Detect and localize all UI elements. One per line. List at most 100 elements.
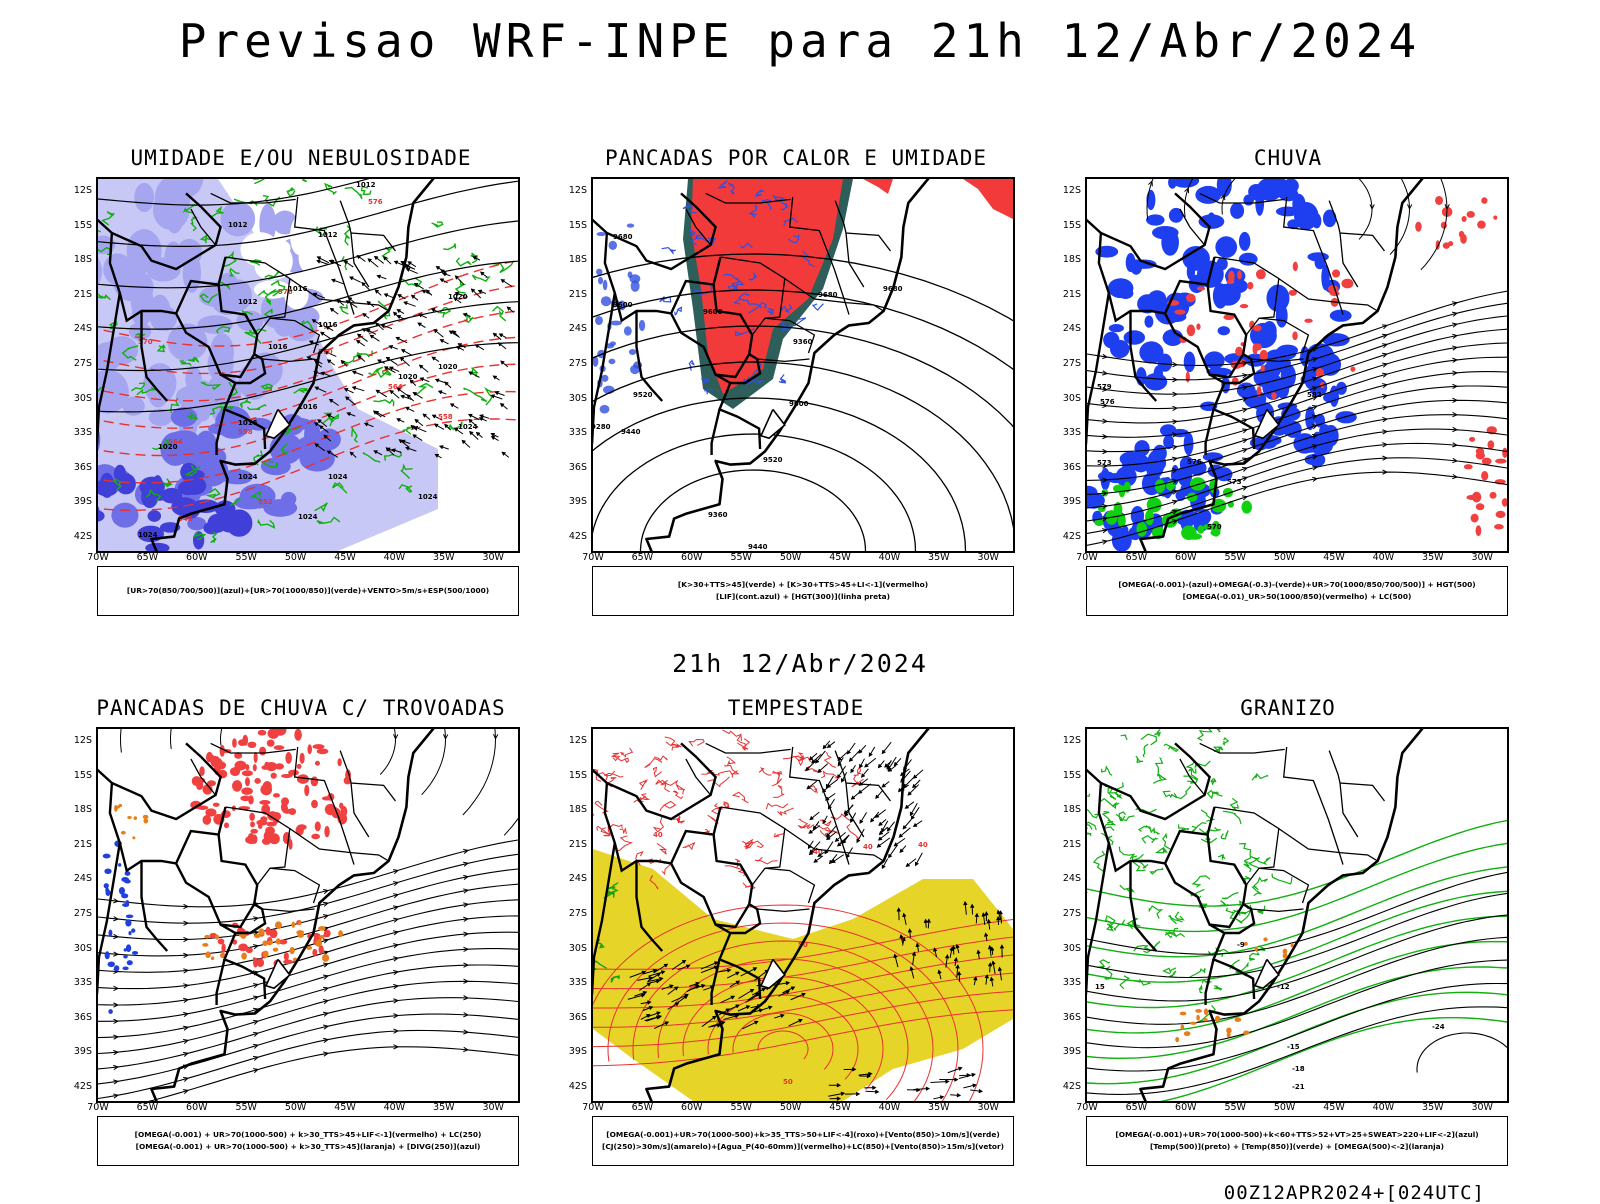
contour-label: -21 xyxy=(1292,1083,1305,1091)
longitude-tick-label: 60W xyxy=(675,1102,709,1113)
longitude-tick-label: 40W xyxy=(872,552,906,563)
longitude-tick-label: 60W xyxy=(180,1102,214,1113)
contour-label: 1020 xyxy=(448,293,468,301)
contour-label: 1024 xyxy=(328,473,348,481)
legend-box: [OMEGA(-0.001)+UR>70(1000-500)+k<60+TTS>… xyxy=(1086,1116,1508,1166)
longitude-tick-label: 30W xyxy=(971,1102,1005,1113)
legend-box: [K>30+TTS>45](verde) + [K>30+TTS>45+LI<-… xyxy=(592,566,1014,616)
longitude-tick-label: 30W xyxy=(971,552,1005,563)
longitude-tick-label: 45W xyxy=(823,552,857,563)
contour-label: 1024 xyxy=(418,493,438,501)
legend-line: [CJ(250)>30m/s](amarelo)+[Agua_P(40-60mm… xyxy=(602,1141,1004,1153)
longitude-tick-label: 45W xyxy=(823,1102,857,1113)
longitude-tick-label: 65W xyxy=(130,1102,164,1113)
latitude-tick-label: 39S xyxy=(557,1046,587,1057)
longitude-tick-label: 35W xyxy=(427,552,461,563)
contour-label: 1012 xyxy=(356,181,376,189)
longitude-tick-label: 30W xyxy=(1465,552,1499,563)
longitude-tick-label: 65W xyxy=(1119,552,1153,563)
longitude-tick-label: 70W xyxy=(1070,552,1104,563)
latitude-tick-label: 30S xyxy=(557,943,587,954)
contour-label: 558 xyxy=(438,413,453,421)
latitude-tick-label: 36S xyxy=(62,1012,92,1023)
latitude-tick-label: 18S xyxy=(1051,254,1081,265)
latitude-tick-label: 15S xyxy=(1051,770,1081,781)
latitude-tick-label: 15S xyxy=(557,220,587,231)
latitude-tick-label: 12S xyxy=(62,735,92,746)
latitude-tick-label: 24S xyxy=(557,873,587,884)
contour-label: 573 xyxy=(1097,459,1112,467)
legend-line: [OMEGA(-0.001)+UR>70(1000-500)+k<60+TTS>… xyxy=(1115,1129,1478,1141)
legend-line: [OMEGA(-0.001)+UR>70(1000-500)+k>35_TTS>… xyxy=(606,1129,1000,1141)
map-canvas xyxy=(98,729,518,1101)
contour-label: 570 xyxy=(1207,523,1222,531)
longitude-tick-label: 45W xyxy=(328,1102,362,1113)
latitude-tick-label: 39S xyxy=(1051,1046,1081,1057)
latitude-tick-label: 12S xyxy=(62,185,92,196)
latitude-tick-label: 27S xyxy=(62,908,92,919)
longitude-tick-label: 50W xyxy=(1268,1102,1302,1113)
latitude-tick-label: 21S xyxy=(62,289,92,300)
longitude-tick-label: 40W xyxy=(1366,1102,1400,1113)
longitude-tick-label: 55W xyxy=(1218,1102,1252,1113)
latitude-tick-label: 30S xyxy=(1051,943,1081,954)
contour-label: 1024 xyxy=(298,513,318,521)
longitude-tick-label: 70W xyxy=(576,552,610,563)
latitude-tick-label: 36S xyxy=(1051,1012,1081,1023)
longitude-tick-label: 60W xyxy=(675,552,709,563)
latitude-tick-label: 21S xyxy=(557,839,587,850)
legend-box: [OMEGA(-0.001)-(azul)+OMEGA(-0.3)-(verde… xyxy=(1086,566,1508,616)
longitude-tick-label: 65W xyxy=(625,1102,659,1113)
contour-label: 579 xyxy=(1097,383,1112,391)
longitude-tick-label: 50W xyxy=(1268,552,1302,563)
contour-label: -15 xyxy=(1287,1043,1300,1051)
latitude-tick-label: 42S xyxy=(62,1081,92,1092)
legend-line: [OMEGA(-0.01)_UR>50(1000/850)(vermelho) … xyxy=(1183,591,1412,603)
longitude-tick-label: 70W xyxy=(81,1102,115,1113)
latitude-tick-label: 15S xyxy=(1051,220,1081,231)
longitude-tick-label: 65W xyxy=(130,552,164,563)
longitude-tick-label: 50W xyxy=(279,552,313,563)
latitude-tick-label: 18S xyxy=(62,804,92,815)
latitude-tick-label: 36S xyxy=(62,462,92,473)
contour-label: 564 xyxy=(388,383,403,391)
latitude-tick-label: 27S xyxy=(1051,908,1081,919)
main-title: Previsao WRF-INPE para 21h 12/Abr/2024 xyxy=(0,14,1600,68)
longitude-tick-label: 60W xyxy=(180,552,214,563)
panel-title: CHUVA xyxy=(1038,146,1538,170)
longitude-tick-label: 30W xyxy=(476,552,510,563)
latitude-tick-label: 33S xyxy=(557,427,587,438)
latitude-tick-label: 39S xyxy=(557,496,587,507)
latitude-tick-label: 24S xyxy=(62,323,92,334)
panel-title: GRANIZO xyxy=(1038,696,1538,720)
latitude-tick-label: 27S xyxy=(1051,358,1081,369)
latitude-tick-label: 24S xyxy=(1051,323,1081,334)
contour-label: -18 xyxy=(1292,1065,1305,1073)
latitude-tick-label: 12S xyxy=(1051,185,1081,196)
longitude-tick-label: 60W xyxy=(1169,1102,1203,1113)
latitude-tick-label: 12S xyxy=(1051,735,1081,746)
longitude-tick-label: 35W xyxy=(1416,552,1450,563)
contour-label: -9 xyxy=(1237,941,1245,949)
longitude-tick-label: 55W xyxy=(229,552,263,563)
longitude-tick-label: 55W xyxy=(724,552,758,563)
longitude-tick-label: 30W xyxy=(476,1102,510,1113)
contour-label: 15 xyxy=(1095,983,1105,991)
longitude-tick-label: 35W xyxy=(1416,1102,1450,1113)
contour-label: 9520 xyxy=(763,456,783,464)
contour-label: 9360 xyxy=(708,511,728,519)
longitude-tick-label: 40W xyxy=(377,1102,411,1113)
legend-box: [OMEGA(-0.001) + UR>70(1000-500) + k>30_… xyxy=(97,1116,519,1166)
longitude-tick-label: 70W xyxy=(576,1102,610,1113)
latitude-tick-label: 27S xyxy=(557,358,587,369)
contour-label: 582 xyxy=(1307,391,1322,399)
contour-label: 9280 xyxy=(593,423,611,431)
latitude-tick-label: 30S xyxy=(62,393,92,404)
contour-label: 40 xyxy=(653,831,663,839)
latitude-tick-label: 21S xyxy=(557,289,587,300)
latitude-tick-label: 18S xyxy=(557,804,587,815)
longitude-tick-label: 45W xyxy=(328,552,362,563)
